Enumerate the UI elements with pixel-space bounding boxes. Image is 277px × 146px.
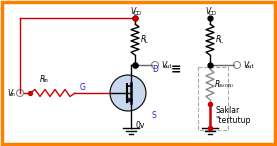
Text: ≡: ≡ (171, 64, 181, 77)
Text: DS(ON): DS(ON) (218, 84, 234, 88)
Text: Saklar: Saklar (215, 106, 239, 115)
Text: D: D (152, 66, 158, 74)
Text: V: V (130, 7, 135, 16)
Bar (198, 67, 228, 130)
Text: V: V (205, 7, 210, 16)
Text: V: V (161, 60, 166, 69)
Text: DD: DD (133, 11, 141, 16)
Text: DD: DD (208, 11, 216, 16)
Text: "tertutup: "tertutup (215, 116, 250, 125)
Text: R: R (216, 35, 221, 44)
Text: V: V (243, 60, 248, 69)
Text: R: R (141, 35, 146, 44)
Text: R: R (215, 80, 220, 89)
Text: R: R (40, 74, 45, 84)
Text: in: in (10, 92, 15, 97)
Text: L: L (219, 39, 222, 44)
Text: V: V (7, 88, 12, 98)
Text: 0v: 0v (136, 121, 145, 131)
Text: S: S (152, 112, 157, 120)
Circle shape (110, 75, 146, 111)
Text: G: G (80, 82, 86, 92)
Text: out: out (164, 64, 173, 69)
Text: out: out (246, 64, 255, 69)
Text: in: in (43, 78, 48, 83)
Text: L: L (144, 39, 147, 44)
